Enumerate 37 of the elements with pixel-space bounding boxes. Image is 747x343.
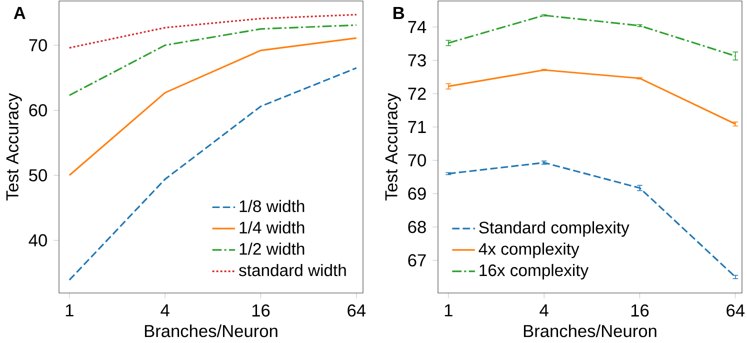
legend-label: 1/4 width: [240, 221, 304, 234]
legend-label: 4x complexity: [478, 242, 580, 258]
line-series: [68, 24, 358, 96]
x-tick-label: 4: [540, 304, 548, 316]
x-tick-label: 16: [631, 304, 649, 317]
y-tick-label: 69: [408, 188, 426, 200]
x-tick-label: 4: [160, 304, 170, 316]
y-tick-label: 67: [408, 254, 426, 266]
y-tick-label: 50: [29, 169, 47, 182]
y-axis-title: Test Accuracy: [6, 93, 22, 201]
x-tick-label: 1: [66, 304, 74, 316]
x-tick-label: 64: [348, 304, 366, 317]
x-tick-label: 16: [252, 304, 270, 317]
line-series: [68, 67, 358, 281]
text: B: [394, 7, 404, 19]
x-tick-label: 64: [726, 304, 745, 317]
x-axis-title: Branches/Neuron: [524, 324, 656, 338]
legend-label: standard width: [239, 264, 346, 276]
line-series: [68, 14, 358, 49]
x-tick-label: 1: [444, 304, 452, 316]
text: A: [14, 7, 26, 19]
x-axis-title: Branches/Neuron: [144, 324, 278, 338]
line-series: [68, 37, 358, 176]
y-tick-label: 72: [408, 88, 426, 100]
y-tick-label: 71: [408, 121, 426, 133]
y-tick-label: 68: [408, 220, 426, 234]
y-tick-label: 74: [408, 21, 426, 33]
y-tick-label: 60: [29, 104, 47, 116]
y-tick-label: 40: [28, 234, 47, 246]
legend-label: 16x complexity: [480, 264, 589, 280]
legend-label: Standard complexity: [479, 221, 630, 237]
y-tick-label: 70: [29, 39, 47, 52]
y-tick-label: 70: [408, 154, 426, 166]
y-axis-title: Test Accuracy: [385, 93, 401, 201]
legend-label: 1/2 width: [240, 242, 304, 255]
y-tick-label: 73: [408, 54, 426, 66]
legend-label: 1/8 width: [240, 200, 304, 212]
